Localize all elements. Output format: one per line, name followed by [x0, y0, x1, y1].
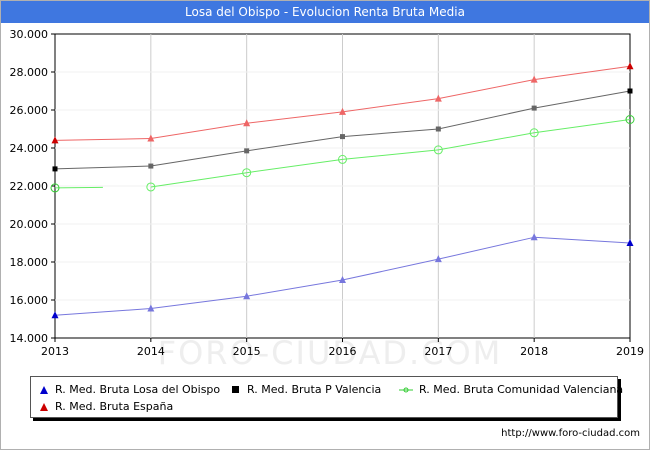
legend: R. Med. Bruta Losa del Obispo R. Med. Br… [30, 376, 623, 418]
data-point [242, 168, 252, 178]
series-line-segment [342, 128, 439, 138]
y-tick-label: 20.000 [10, 218, 49, 231]
data-point [52, 166, 58, 172]
data-point [530, 75, 538, 83]
data-point [147, 134, 155, 142]
y-tick-label: 24.000 [10, 142, 49, 155]
legend-label: R. Med. Bruta Losa del Obispo [55, 383, 221, 396]
x-tick-label: 2017 [424, 345, 452, 358]
data-point [626, 239, 634, 246]
legend-item-losa: R. Med. Bruta Losa del Obispo [39, 383, 220, 396]
series-group [50, 62, 635, 319]
y-tick-label: 28.000 [10, 66, 49, 79]
data-point [50, 183, 60, 193]
data-point [243, 119, 251, 127]
data-point [530, 233, 538, 241]
y-tick-label: 18.000 [10, 256, 49, 269]
data-point [339, 107, 346, 115]
y-tick-label: 16.000 [10, 294, 49, 307]
data-point [147, 304, 155, 312]
x-tick-label: 2013 [41, 345, 69, 358]
series-line-segment [246, 158, 343, 174]
series-line-segment [246, 279, 343, 297]
data-point [244, 148, 250, 154]
series-line-segment [342, 98, 439, 113]
legend-item-espana: R. Med. Bruta España [39, 400, 173, 413]
series-line-segment [534, 119, 631, 134]
data-point [146, 182, 156, 192]
black-square-icon [232, 386, 239, 393]
series-line-segment [534, 65, 631, 81]
data-point [51, 311, 59, 319]
series-line-segment [342, 149, 439, 160]
series-line-segment [150, 295, 247, 310]
x-tick-label: 2018 [520, 345, 548, 358]
data-point [338, 154, 347, 164]
data-point [625, 115, 635, 124]
data-point [434, 94, 442, 102]
series-line-segment [534, 90, 631, 109]
data-point [51, 136, 59, 144]
series-line-segment [438, 236, 535, 260]
green-circle-icon [399, 387, 413, 393]
legend-label: R. Med. Bruta España [55, 400, 174, 413]
legend-item-comunidad: R. Med. Bruta Comunidad Valenciana [399, 383, 623, 396]
series-line-segment [54, 308, 151, 316]
series-line-segment [246, 136, 343, 152]
data-point [626, 62, 634, 70]
data-point [531, 105, 537, 111]
series-line-segment [438, 132, 535, 151]
x-axis: 2013 2014 2015 2016 2017 2018 2019 [41, 338, 644, 358]
data-point [340, 134, 345, 140]
data-point [529, 128, 539, 138]
y-tick-label: 14.000 [10, 332, 49, 345]
source-url: http://www.foro-ciudad.com [501, 428, 640, 439]
series-line-segment [54, 138, 151, 141]
data-point [434, 255, 442, 263]
legend-label: R. Med. Bruta P Valencia [247, 383, 382, 396]
series-line-segment [534, 236, 631, 244]
series-line-segment [150, 150, 247, 167]
series-line-segment [150, 172, 247, 188]
data-point [148, 163, 154, 169]
chart-title: Losa del Obispo - Evolucion Renta Bruta … [1, 1, 649, 23]
series-line-segment [438, 107, 535, 130]
red-triangle-icon [40, 403, 48, 411]
data-point [243, 292, 251, 300]
x-tick-label: 2016 [329, 345, 357, 358]
y-tick-label: 26.000 [10, 104, 49, 117]
y-tick-label: 22.000 [10, 180, 49, 193]
data-point [339, 276, 346, 284]
series-line-segment [438, 79, 535, 100]
data-point [627, 88, 633, 94]
series-line-segment [342, 258, 439, 281]
x-tick-label: 2015 [233, 345, 261, 358]
legend-label: R. Med. Bruta Comunidad Valenciana [419, 383, 624, 396]
series-line-segment [54, 165, 151, 170]
series-line-segment [150, 122, 247, 139]
data-point [433, 145, 443, 155]
legend-item-valencia: R. Med. Bruta P Valencia [231, 383, 381, 396]
watermark: FORO-CIUDAD.COM [158, 334, 503, 372]
y-axis: 14.000 16.000 18.000 20.000 22.000 24.000 26.0… [10, 28, 55, 345]
series-line-segment [246, 111, 343, 124]
x-tick-label: 2014 [137, 345, 165, 358]
x-tick-label: 2019 [616, 345, 644, 358]
data-point [435, 126, 441, 132]
blue-triangle-icon [40, 386, 48, 394]
y-tick-label: 30.000 [10, 28, 49, 41]
